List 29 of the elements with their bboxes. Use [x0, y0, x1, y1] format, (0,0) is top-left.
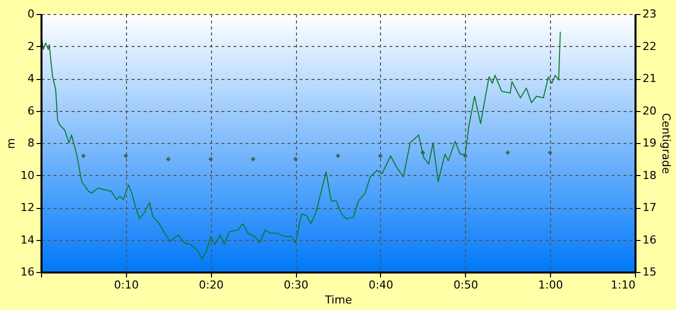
line-series [41, 31, 561, 260]
y-tick-label: 12 [20, 201, 34, 214]
y-tick-label: 6 [28, 104, 34, 118]
x-tick-label: 0:50 [453, 278, 478, 292]
y-tick-label: 4 [28, 72, 34, 85]
y2-tick-label: 20 [642, 104, 656, 118]
y2-tick-label: 18 [642, 168, 656, 182]
x-tick-label: 0:10 [114, 278, 139, 292]
y2-tick-label: 16 [642, 233, 656, 246]
x-tick-label: 0:30 [284, 278, 308, 292]
x-tick-label: 0:40 [368, 278, 394, 292]
x-tick-label: 0:20 [198, 278, 224, 292]
y2-axis-title: Centigrade [659, 113, 672, 174]
y2-tick-label: 21 [642, 72, 656, 85]
y-tick-label: 8 [28, 136, 34, 150]
x-tick-label: 1:10 [610, 278, 636, 292]
y-axis-title: m [4, 138, 18, 149]
y-tick-label: 10 [20, 168, 34, 182]
y-tick-label: 0 [28, 8, 34, 20]
x-axis-title: Time [324, 294, 352, 306]
y2-tick-label: 19 [642, 136, 656, 150]
y2-tick-label: 23 [642, 8, 656, 20]
y2-tick-label: 17 [642, 201, 656, 214]
y-tick-label: 14 [20, 233, 34, 246]
y2-tick-label: 22 [642, 40, 656, 53]
x-tick-label: 1:00 [538, 278, 563, 292]
y-tick-label: 2 [28, 40, 34, 53]
y-tick-label: 16 [20, 266, 34, 278]
y2-tick-label: 15 [642, 266, 656, 278]
